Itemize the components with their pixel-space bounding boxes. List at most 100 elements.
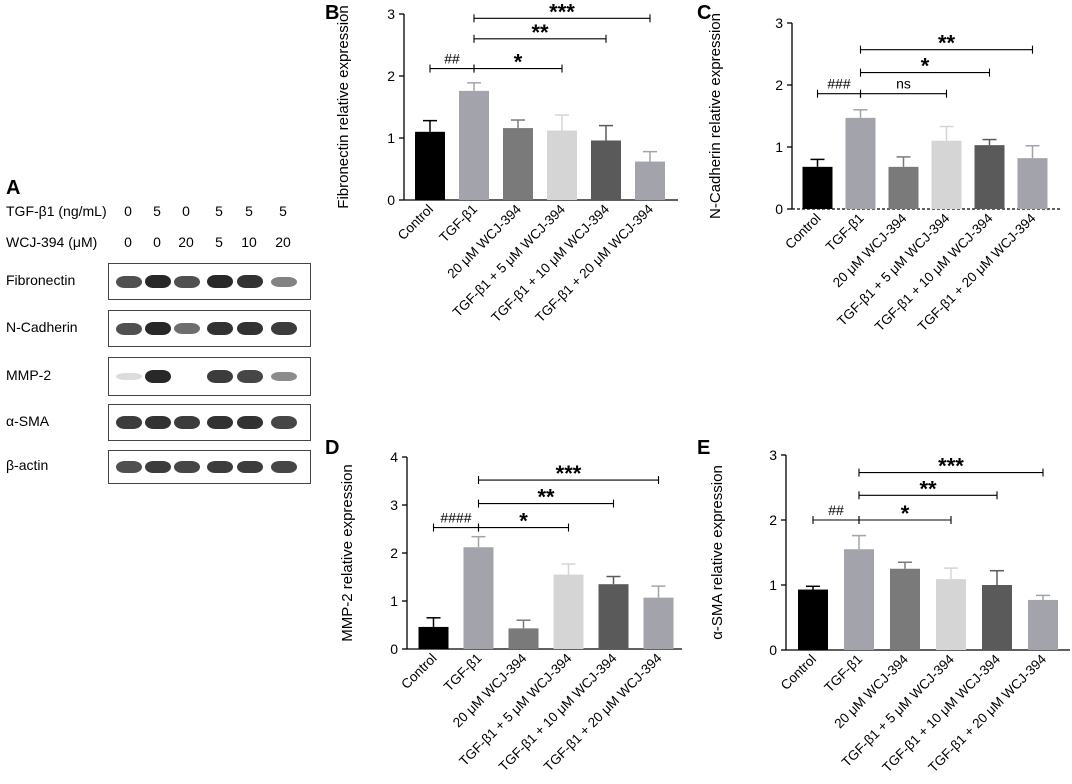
bar: [591, 140, 621, 200]
bar: [418, 626, 449, 649]
blot-band: [207, 321, 233, 336]
panel-letter-c: C: [697, 2, 712, 24]
y-axis-label: Fibronectin relative expression: [335, 5, 352, 208]
significance-label: **: [919, 476, 937, 501]
blot-strip: [108, 404, 311, 441]
bar: [1028, 599, 1058, 650]
blot-band: [145, 274, 171, 289]
blot-band: [237, 274, 263, 289]
y-tick-label: 4: [390, 449, 398, 465]
blot-band: [237, 321, 263, 336]
y-tick-label: 2: [775, 77, 783, 93]
bar: [463, 547, 494, 649]
significance-label: ***: [556, 461, 582, 486]
y-tick-label: 3: [775, 15, 783, 31]
n-cadherin-bar-chart: N-Cadherin relative expression 0 1 2 3 Contro…: [707, 13, 1060, 334]
significance-label: ***: [938, 454, 964, 479]
x-tick-label: TGF-β1: [441, 651, 485, 695]
blot-band: [237, 460, 263, 474]
alpha-sma-bar-chart: α-SMA relative expression 0 1 2 3 Control TGF-…: [709, 447, 1070, 775]
bar: [844, 549, 874, 650]
blot-band-label: α-SMA: [6, 412, 50, 429]
y-axis-label: N-Cadherin relative expression: [707, 13, 724, 219]
x-tick-label: Control: [778, 652, 819, 693]
blot-band: [145, 460, 171, 474]
bar: [982, 585, 1012, 650]
bar: [888, 166, 919, 209]
mmp2-bar-chart: MMP-2 relative expression 0 1 2 3 4 Control TGF…: [339, 449, 682, 774]
blot-band-label: MMP-2: [6, 366, 52, 383]
blot-band: [174, 416, 200, 429]
condition-value: 5: [215, 234, 223, 250]
blot-band: [237, 415, 263, 430]
significance-label: *: [514, 50, 523, 75]
y-tick-label: 0: [775, 201, 783, 217]
bar: [802, 166, 833, 209]
significance-label: ##: [444, 51, 460, 67]
blot-band: [145, 415, 171, 430]
bar: [547, 130, 577, 200]
blot-band: [116, 416, 142, 429]
panel-letter-b: B: [325, 2, 340, 24]
significance-label: ns: [896, 76, 911, 92]
bar: [503, 128, 533, 200]
bar: [598, 584, 629, 649]
bar: [459, 90, 489, 200]
blot-band: [207, 460, 233, 474]
condition-value: 20: [275, 234, 291, 250]
condition-value: 20: [178, 234, 194, 250]
blot-band: [271, 276, 297, 287]
condition-value: 5: [153, 203, 161, 219]
blot-strip: [108, 310, 311, 347]
condition-row-label: TGF-β1 (ng/mL): [6, 203, 107, 219]
condition-value: 0: [153, 234, 161, 250]
significance-label: ###: [827, 76, 851, 92]
significance-label: ***: [549, 0, 575, 24]
bar: [931, 140, 962, 209]
bar: [643, 597, 674, 649]
y-tick-label: 0: [769, 642, 777, 658]
significance-label: **: [938, 31, 956, 56]
blot-band: [271, 322, 297, 335]
blot-strip: [108, 263, 311, 300]
x-tick-label: TGF-β1: [821, 652, 865, 696]
x-tick-label: TGF-β1: [436, 202, 480, 246]
condition-value: 5: [279, 203, 287, 219]
bar: [635, 161, 665, 200]
blot-band-label: N-Cadherin: [6, 318, 78, 335]
blot-strip: [108, 450, 311, 484]
condition-value: 5: [215, 203, 223, 219]
y-axis-label: MMP-2 relative expression: [339, 464, 356, 642]
x-tick-label: Control: [782, 211, 823, 252]
blot-band: [116, 322, 142, 335]
condition-value: 0: [124, 234, 132, 250]
significance-label: **: [531, 20, 549, 45]
condition-value: 0: [124, 203, 132, 219]
y-tick-label: 0: [390, 641, 398, 657]
significance-label: ##: [828, 502, 844, 518]
x-tick-label: 20 μM WCJ-394: [830, 210, 910, 290]
bar: [415, 131, 445, 200]
x-tick-label: TGF-β1: [823, 211, 867, 255]
bar: [936, 579, 966, 650]
blot-band: [271, 416, 297, 429]
y-tick-label: 1: [387, 130, 395, 146]
x-tick-label: 20 μM WCJ-394: [444, 201, 524, 281]
bar: [798, 589, 828, 650]
y-tick-label: 3: [769, 447, 777, 463]
panel-letter-a: A: [6, 177, 21, 199]
bar: [974, 145, 1005, 209]
y-tick-label: 1: [769, 577, 777, 593]
panel-letter-e: E: [697, 437, 711, 459]
y-tick-label: 1: [775, 139, 783, 155]
blot-band-label: Fibronectin: [6, 271, 76, 288]
condition-value: 0: [182, 203, 190, 219]
blot-band: [271, 371, 297, 382]
blot-band: [116, 275, 142, 288]
blot-band: [116, 373, 142, 380]
significance-label: *: [921, 54, 930, 79]
bar: [553, 574, 584, 649]
bar: [1017, 158, 1048, 209]
blot-band: [207, 370, 233, 383]
y-tick-label: 3: [387, 6, 395, 22]
